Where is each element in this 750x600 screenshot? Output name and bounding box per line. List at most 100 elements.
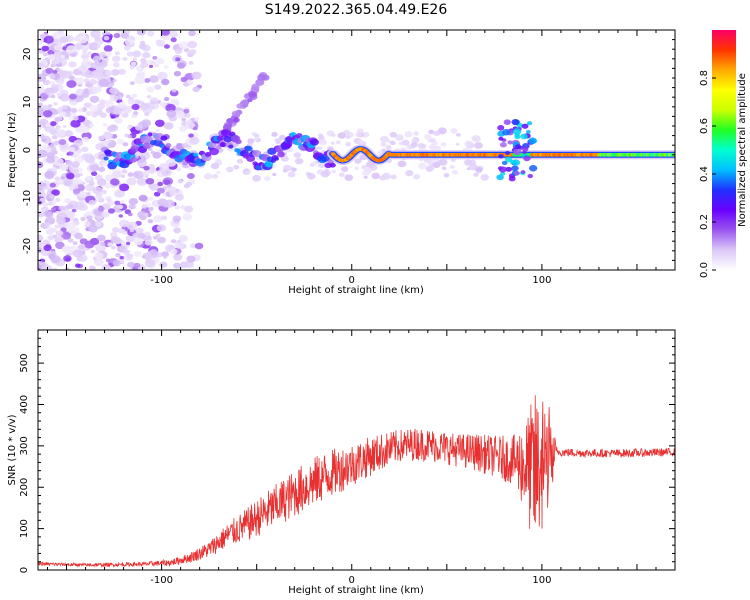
y-tick-label: 100 xyxy=(19,519,30,538)
spectrogram-cell xyxy=(173,262,181,269)
spectrogram-cell xyxy=(188,30,196,37)
spectrogram-cell xyxy=(523,155,531,162)
spectrogram-cell xyxy=(57,106,64,112)
spectrogram-cell xyxy=(38,102,43,107)
spectrogram-cell xyxy=(102,122,108,127)
spectrogram-cell xyxy=(152,151,162,159)
spectrogram-cell xyxy=(137,210,147,219)
spectrogram-cell xyxy=(140,61,149,69)
spectrogram-cell xyxy=(177,179,183,184)
spectrogram-cell xyxy=(164,44,170,49)
spectrogram-cell xyxy=(120,174,126,178)
spectrogram-cell xyxy=(53,102,58,106)
spectrogram-cell xyxy=(98,78,110,88)
spectrogram-cell xyxy=(163,179,171,185)
spectrogram-cell xyxy=(148,163,156,170)
spectrogram-cell xyxy=(94,252,104,260)
spectrogram-cell xyxy=(216,170,221,175)
x-tick-label: 0 xyxy=(349,575,355,586)
spectrogram-cell xyxy=(107,142,116,148)
spectrogram-cell xyxy=(51,134,58,140)
spectrogram-cell xyxy=(505,166,512,172)
spectrogram-cell xyxy=(117,101,127,109)
spectrogram-cell xyxy=(48,53,56,60)
spectrogram-cell xyxy=(504,150,511,155)
spectrogram-cell xyxy=(41,138,47,142)
spectrogram-cell xyxy=(174,205,180,210)
spectrogram-cell xyxy=(331,169,337,174)
spectrogram-cell xyxy=(147,219,154,224)
spectrogram-cell xyxy=(456,132,461,137)
spectrogram-y-label: Frequency (Hz) xyxy=(7,112,18,188)
spectrogram-cell xyxy=(44,170,55,179)
spectrogram-cell xyxy=(125,94,131,99)
spectrogram-cell xyxy=(65,160,73,166)
spectrogram-cell xyxy=(180,205,186,210)
y-tick-label: 400 xyxy=(19,395,30,414)
spectrogram-cell xyxy=(165,158,177,167)
spectrogram-cell xyxy=(119,255,125,260)
spectrogram-cell xyxy=(40,223,46,228)
spectrogram-cell xyxy=(186,173,195,180)
spectrogram-cell xyxy=(188,133,194,138)
spectrogram-cell xyxy=(394,134,404,141)
spectrogram-cell xyxy=(144,259,156,268)
spectrogram-cell xyxy=(54,176,61,181)
spectrogram-cell xyxy=(282,168,288,173)
spectrogram-cell xyxy=(156,224,167,232)
spectrogram-cell xyxy=(56,129,67,138)
spectrogram-cell xyxy=(38,234,44,242)
spectrogram-cell xyxy=(84,221,91,227)
spectrogram-cell xyxy=(475,167,483,173)
spectrogram-cell xyxy=(244,168,249,172)
spectrogram-cell xyxy=(385,144,392,150)
spectrogram-cell xyxy=(451,169,459,175)
spectrogram-cell xyxy=(178,235,188,243)
spectrogram-cell xyxy=(166,110,177,118)
spectrogram-cell xyxy=(55,230,64,237)
spectrogram-cell xyxy=(401,139,410,146)
spectrogram-cell xyxy=(215,158,222,164)
spectrogram-cell xyxy=(38,107,45,115)
spectrogram-cell xyxy=(498,154,504,159)
spectrogram-cell xyxy=(354,166,359,171)
spectrogram-cell xyxy=(51,227,58,233)
spectrogram-cell xyxy=(362,131,370,138)
spectrogram-cell xyxy=(55,125,61,130)
spectrogram-cell xyxy=(162,34,170,41)
spectrogram-cell xyxy=(55,197,61,202)
spectrogram-cell xyxy=(233,164,240,170)
spectrogram-cell xyxy=(103,35,110,41)
spectrogram-cell xyxy=(192,126,198,131)
spectrogram-cell xyxy=(68,61,77,68)
spectrogram-cell xyxy=(121,112,129,118)
spectrogram-cell xyxy=(104,150,114,157)
spectrogram-cell xyxy=(155,119,165,127)
spectrogram-cell xyxy=(209,147,219,156)
spectrogram-cell xyxy=(135,227,144,234)
spectrogram-cell xyxy=(208,141,217,149)
spectrogram-cell xyxy=(528,165,538,172)
spectrogram-cell xyxy=(91,113,98,118)
spectrogram-cell xyxy=(80,91,90,98)
x-tick-label: -100 xyxy=(150,575,173,586)
spectrogram-cell xyxy=(170,37,177,43)
spectrogram-cell xyxy=(73,172,81,178)
spectrogram-cell xyxy=(104,100,114,108)
spectrogram-cell xyxy=(72,249,84,258)
spectrogram-cell xyxy=(132,232,140,238)
spectrogram-cell xyxy=(498,166,507,173)
spectrogram-cell xyxy=(251,83,260,91)
spectrogram-cell xyxy=(57,30,64,35)
spectrogram-cell xyxy=(59,93,70,102)
spectrogram-cell xyxy=(169,191,175,196)
spectrogram-cell xyxy=(83,78,90,83)
spectrogram-cell xyxy=(428,129,435,135)
spectrogram-cell xyxy=(181,117,186,122)
spectrogram-cell xyxy=(480,174,489,181)
spectrogram-cell xyxy=(264,176,271,182)
spectrogram-cell xyxy=(441,166,447,171)
spectrogram-cell xyxy=(363,175,368,179)
colorbar-label: Normalized spectral amplitude xyxy=(737,73,748,227)
spectrogram-cell xyxy=(464,140,474,148)
